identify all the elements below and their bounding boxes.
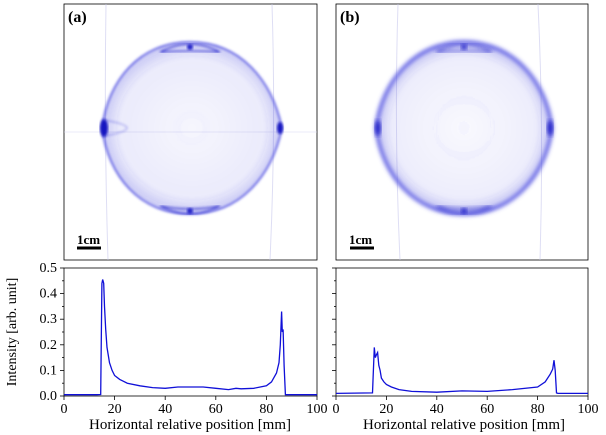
intensity-trace-a — [64, 279, 317, 396]
x-tick-label: 0 — [333, 402, 340, 417]
x-tick-label: 40 — [158, 402, 172, 417]
y-tick-label: 0.5 — [40, 261, 58, 276]
plot-b: 0 20 40 60 80 100 Horizontal relative positio… — [332, 267, 599, 433]
panel-label-b: (b) — [340, 9, 360, 26]
scalebar-label-b: 1cm — [349, 232, 372, 247]
x-tick-label: 100 — [578, 402, 599, 417]
y-axis-label: Intensity [arb. unit] — [5, 278, 20, 386]
y-tick-label: 0.1 — [40, 363, 58, 378]
intensity-trace-b — [335, 347, 588, 395]
x-tick-label: 60 — [480, 402, 494, 417]
image-panel-b: (b) 1cm — [335, 3, 589, 261]
x-tick-label: 100 — [307, 402, 328, 417]
x-tick-label: 0 — [61, 402, 68, 417]
scalebar-label-a: 1cm — [77, 232, 100, 247]
x-axis-label-a: Horizontal relative position [mm] — [89, 417, 291, 433]
x-tick-label: 80 — [259, 402, 273, 417]
x-tick-label: 20 — [108, 402, 122, 417]
y-tick-label: 0.0 — [40, 389, 58, 404]
x-axis-label-b: Horizontal relative position [mm] — [363, 417, 565, 433]
image-panel-a: (a) 1cm — [63, 3, 318, 261]
y-tick-label: 0.2 — [40, 338, 58, 353]
x-tick-label: 80 — [531, 402, 545, 417]
y-tick-label: 0.4 — [40, 287, 58, 302]
y-tick-label: 0.3 — [40, 312, 58, 327]
caustic-pattern-b — [374, 40, 554, 216]
plot-b-frame — [335, 267, 589, 397]
panel-label-a: (a) — [68, 9, 87, 26]
x-tick-label: 60 — [209, 402, 223, 417]
x-tick-label: 20 — [379, 402, 393, 417]
plot-a: 0 20 40 60 80 100 0.0 0.1 0.2 0.3 0.4 0.5 Intensity… — [5, 261, 328, 433]
x-tick-label: 40 — [430, 402, 444, 417]
